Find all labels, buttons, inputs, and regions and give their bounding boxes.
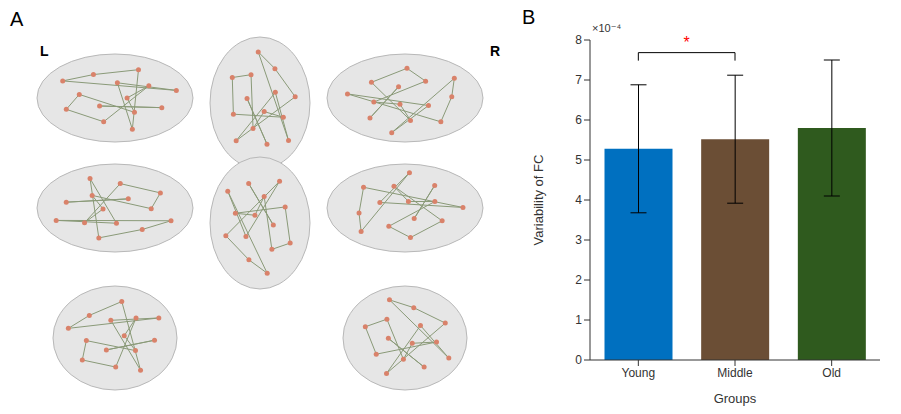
svg-text:Groups: Groups	[714, 391, 757, 406]
svg-text:Old: Old	[822, 366, 841, 380]
html-text:B: B	[522, 6, 536, 28]
html-text:×10⁻⁴: ×10⁻⁴	[592, 22, 622, 34]
svg-text:1: 1	[575, 313, 582, 327]
svg-text:6: 6	[575, 113, 582, 127]
svg-text:4: 4	[575, 193, 582, 207]
svg-text:Variability of FC: Variability of FC	[531, 155, 546, 246]
svg-text:Young: Young	[622, 366, 656, 380]
svg-text:*: *	[684, 34, 690, 51]
svg-text:5: 5	[575, 153, 582, 167]
svg-text:Middle: Middle	[717, 366, 753, 380]
svg-text:8: 8	[575, 33, 582, 47]
svg-text:0: 0	[575, 353, 582, 367]
svg-text:R: R	[490, 43, 500, 59]
svg-text:3: 3	[575, 233, 582, 247]
svg-text:2: 2	[575, 273, 582, 287]
svg-text:7: 7	[575, 73, 582, 87]
svg-text:A: A	[10, 8, 24, 30]
svg-text:L: L	[40, 43, 49, 59]
